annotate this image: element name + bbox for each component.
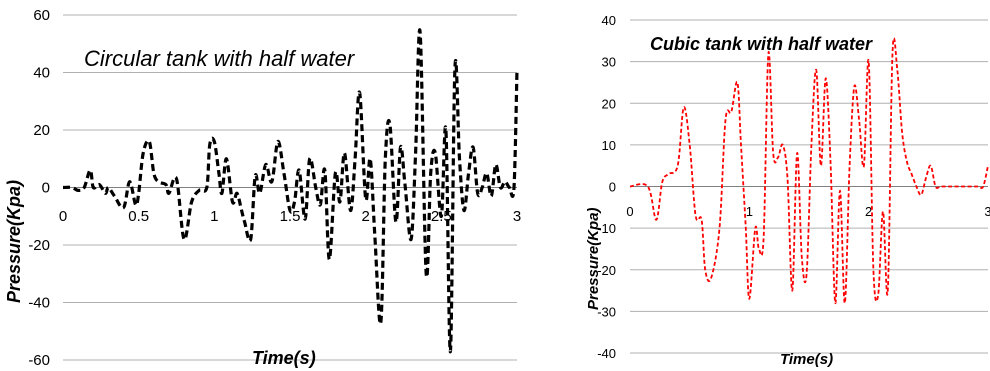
y-tick-label: 30 — [602, 55, 616, 70]
y-tick-label: 20 — [33, 122, 50, 139]
chart2-x-tick-labels: 0 1 2 3 — [626, 204, 990, 219]
chart2-series — [629, 37, 989, 305]
chart2-ylabel: Pressure(Kpa) — [585, 207, 602, 310]
series-line — [62, 28, 519, 354]
y-tick-label: -20 — [597, 263, 616, 278]
y-tick-label: 10 — [602, 138, 616, 153]
chart1-title: Circular tank with half water — [84, 46, 356, 71]
x-tick-label: 1 — [746, 204, 753, 219]
x-tick-label: 0 — [59, 208, 67, 225]
x-tick-label: 0.5 — [128, 208, 149, 225]
cubic-tank-chart: -40 -30 -20 -10 0 10 20 30 40 0 1 2 3 Cubic tank wi… — [585, 13, 990, 368]
y-tick-label: -60 — [28, 352, 50, 369]
y-tick-label: -20 — [28, 237, 50, 254]
x-tick-label: 1 — [210, 208, 218, 225]
y-tick-label: 60 — [33, 7, 50, 24]
chart1-y-tick-labels: -60 -40 -20 0 20 40 60 — [28, 7, 50, 369]
chart1-series — [62, 28, 519, 354]
x-tick-label: 2 — [361, 208, 369, 225]
chart1-xlabel: Time(s) — [252, 348, 316, 368]
chart2-gridlines — [630, 19, 988, 354]
chart2-xlabel: Time(s) — [780, 351, 833, 368]
y-tick-label: -40 — [28, 295, 50, 312]
y-tick-label: 40 — [33, 65, 50, 82]
y-tick-label: -30 — [597, 304, 616, 319]
series-line — [629, 37, 989, 305]
x-tick-label: 2 — [865, 204, 872, 219]
y-tick-label: -10 — [597, 221, 616, 236]
x-tick-label: 0 — [626, 204, 633, 219]
y-tick-label: 40 — [602, 13, 616, 28]
y-tick-label: 0 — [42, 180, 50, 197]
y-tick-label: 0 — [609, 180, 616, 195]
x-tick-label: 3 — [984, 204, 990, 219]
x-tick-label: 3 — [513, 208, 521, 225]
chart1-ylabel: Pressure(Kpa) — [4, 180, 24, 303]
y-tick-label: -40 — [597, 346, 616, 361]
chart2-y-tick-labels: -40 -30 -20 -10 0 10 20 30 40 — [597, 13, 616, 361]
chart2-title: Cubic tank with half water — [650, 34, 873, 54]
x-tick-label: 1.5 — [280, 208, 301, 225]
y-tick-label: 20 — [602, 96, 616, 111]
